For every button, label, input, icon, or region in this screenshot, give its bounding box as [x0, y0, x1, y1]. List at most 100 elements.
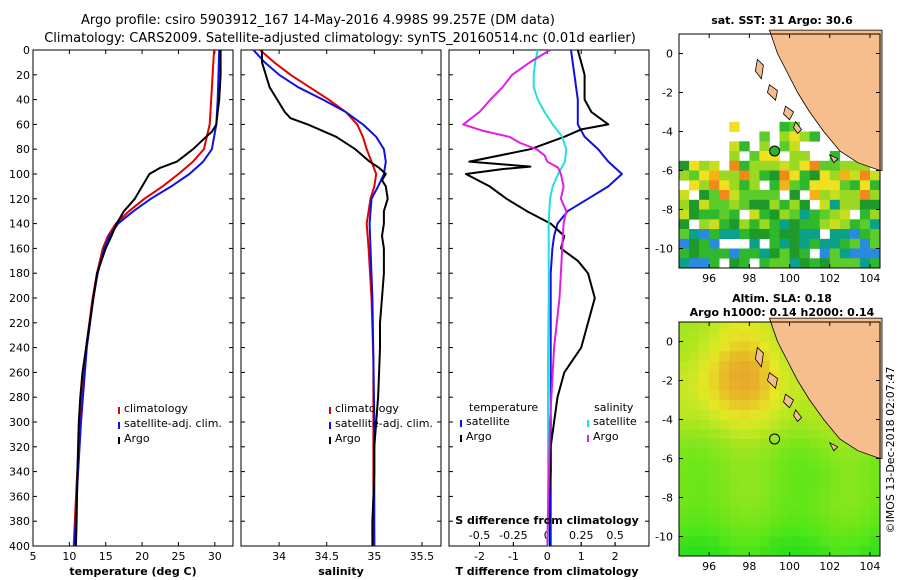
- sst-cell: [769, 219, 780, 230]
- sst-cell: [779, 180, 790, 191]
- sst-cell: [759, 248, 770, 259]
- x-tick-label: 35.5: [410, 550, 435, 563]
- sla-cell: [759, 439, 770, 450]
- series-line-argo: [74, 50, 222, 546]
- sla-cell: [709, 322, 720, 333]
- sla-cell: [689, 370, 700, 381]
- sla-cell: [769, 361, 780, 372]
- sla-cell: [829, 546, 841, 557]
- sst-cell: [729, 180, 740, 191]
- sla-cell: [789, 497, 800, 508]
- sst-cell: [689, 238, 700, 249]
- island: [828, 442, 839, 452]
- sla-cell: [679, 341, 690, 352]
- sst-cell: [799, 238, 810, 249]
- sla-cell: [749, 478, 760, 489]
- sla-cell: [769, 536, 780, 547]
- sst-cell: [819, 258, 830, 269]
- sla-cell: [819, 487, 830, 498]
- sst-cell: [779, 131, 790, 142]
- sla-cell: [839, 468, 851, 479]
- depth-tick-label: 380: [9, 515, 30, 528]
- temperature-series: [72, 50, 222, 546]
- island: [783, 393, 795, 409]
- sst-cell: [719, 219, 730, 230]
- map-y-tick-label: -2: [662, 375, 673, 388]
- x-tick-label: 0.25: [569, 529, 594, 542]
- sla-cell: [759, 400, 770, 411]
- sst-cell: [839, 229, 851, 240]
- sla-cell: [759, 458, 770, 469]
- x-tick-label: 2: [612, 550, 619, 563]
- map-x-tick-label: 98: [742, 272, 756, 285]
- x-tick-label: 20: [135, 550, 149, 563]
- sst-cell: [829, 219, 841, 230]
- sst-map-title: sat. SST: 31 Argo: 30.6: [711, 14, 853, 27]
- sla-cell: [769, 478, 780, 489]
- sla-cell: [709, 546, 720, 557]
- sla-cell: [739, 478, 750, 489]
- sla-cell: [779, 478, 790, 489]
- sla-cell: [759, 409, 770, 420]
- sla-cell: [789, 419, 800, 430]
- x-tick-label: 15: [99, 550, 113, 563]
- sla-cell: [749, 536, 760, 547]
- sla-cell: [679, 478, 690, 489]
- sst-cell: [859, 170, 871, 181]
- sla-cell: [839, 517, 851, 528]
- sla-cell: [719, 448, 730, 459]
- sla-cell: [779, 468, 790, 479]
- sst-cell: [739, 258, 750, 269]
- sla-cell: [759, 546, 770, 557]
- sst-cell: [749, 238, 760, 249]
- sst-cell: [769, 229, 780, 240]
- sla-cell: [719, 341, 730, 352]
- sst-cell: [729, 258, 740, 269]
- sla-cell: [779, 361, 790, 372]
- sst-cell: [749, 160, 760, 171]
- sla-cell: [759, 351, 770, 362]
- sla-cell: [779, 409, 790, 420]
- sla-cell: [749, 517, 760, 528]
- sla-cell: [679, 370, 690, 381]
- sla-cell: [689, 341, 700, 352]
- sst-cell: [719, 229, 730, 240]
- sla-cell: [719, 351, 730, 362]
- sst-cell: [839, 238, 851, 249]
- sst-cell: [829, 199, 841, 210]
- legend-label-t-satellite: satellite: [466, 415, 510, 428]
- sst-cell: [709, 248, 720, 259]
- title-line-2: Climatology: CARS2009. Satellite-adjuste…: [44, 31, 636, 46]
- sla-cell: [679, 497, 690, 508]
- sst-cell: [709, 209, 720, 220]
- sst-cell: [849, 160, 861, 171]
- sst-cell: [870, 180, 881, 191]
- sla-cell: [870, 478, 881, 489]
- legend-label-satellite: satellite-adj. clim.: [335, 417, 433, 430]
- sla-cell: [709, 380, 720, 391]
- sla-cell: [739, 448, 750, 459]
- sst-cell: [699, 209, 710, 220]
- sla-cell: [689, 478, 700, 489]
- sst-cell: [849, 219, 861, 230]
- sst-cell: [759, 141, 770, 152]
- depth-tick-label: 200: [9, 292, 30, 305]
- sla-cell: [809, 517, 820, 528]
- sla-cell: [679, 390, 690, 401]
- sla-cell: [749, 390, 760, 401]
- sla-cell: [709, 468, 720, 479]
- sla-cell: [749, 341, 760, 352]
- sst-cell: [729, 229, 740, 240]
- sst-cell: [839, 190, 851, 201]
- island: [754, 58, 764, 80]
- sla-cell: [709, 429, 720, 440]
- sla-cell: [689, 536, 700, 547]
- sst-cell: [679, 199, 690, 210]
- sst-cell: [799, 131, 810, 142]
- sla-cell: [719, 400, 730, 411]
- sla-cell: [739, 517, 750, 528]
- sla-cell: [769, 546, 780, 557]
- sla-cell: [679, 517, 690, 528]
- legend-title-temperature: temperature: [469, 401, 538, 414]
